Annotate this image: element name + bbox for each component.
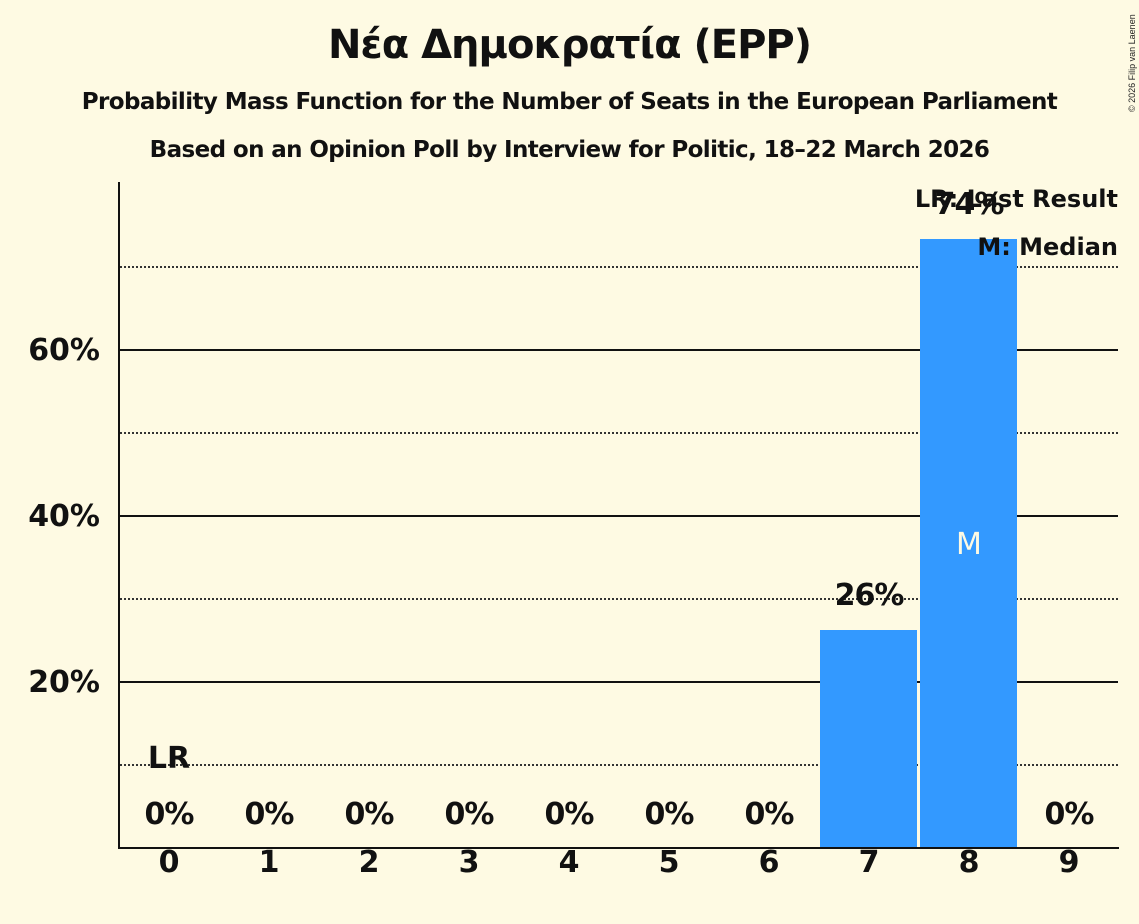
last-result-marker: LR (147, 741, 191, 776)
x-tick-4: 4 (558, 845, 580, 880)
x-tick-6: 6 (758, 845, 780, 880)
gridline-50 (120, 432, 1118, 434)
chart-subtitle: Probability Mass Function for the Number… (81, 89, 1058, 115)
x-tick-7: 7 (858, 845, 880, 880)
y-tick-40: 40% (28, 499, 100, 534)
gridline-30 (120, 598, 1118, 600)
bar-label-9: 0% (1044, 797, 1095, 832)
bar-7-seats (820, 630, 917, 848)
bar-label-7: 26% (834, 578, 905, 613)
x-axis (118, 847, 1119, 849)
bar-label-8: 74% (934, 187, 1005, 222)
bar-8-seats (920, 239, 1017, 848)
x-tick-8: 8 (958, 845, 980, 880)
x-tick-2: 2 (358, 845, 380, 880)
bar-label-4: 0% (544, 797, 595, 832)
median-marker: M (956, 527, 982, 562)
x-tick-3: 3 (458, 845, 480, 880)
bar-label-5: 0% (644, 797, 695, 832)
legend-median: M: Median (977, 233, 1118, 261)
x-tick-5: 5 (658, 845, 680, 880)
gridline-20 (120, 681, 1118, 683)
y-axis (118, 182, 120, 849)
x-tick-9: 9 (1058, 845, 1080, 880)
bar-label-2: 0% (344, 797, 395, 832)
y-tick-60: 60% (28, 333, 100, 368)
y-tick-20: 20% (28, 665, 100, 700)
chart-source-line: Based on an Opinion Poll by Interview fo… (149, 137, 990, 163)
bar-label-6: 0% (744, 797, 795, 832)
x-tick-0: 0 (158, 845, 180, 880)
gridline-70 (120, 266, 1118, 268)
gridline-10 (120, 764, 1118, 766)
legend-last-result: LR: Last Result (914, 185, 1118, 213)
gridline-60 (120, 349, 1118, 351)
bar-label-3: 0% (444, 797, 495, 832)
bar-label-1: 0% (244, 797, 295, 832)
x-tick-1: 1 (258, 845, 280, 880)
gridline-40 (120, 515, 1118, 517)
bar-label-0: 0% (144, 797, 195, 832)
chart-title: Νέα Δημοκρατία (EPP) (327, 22, 812, 68)
